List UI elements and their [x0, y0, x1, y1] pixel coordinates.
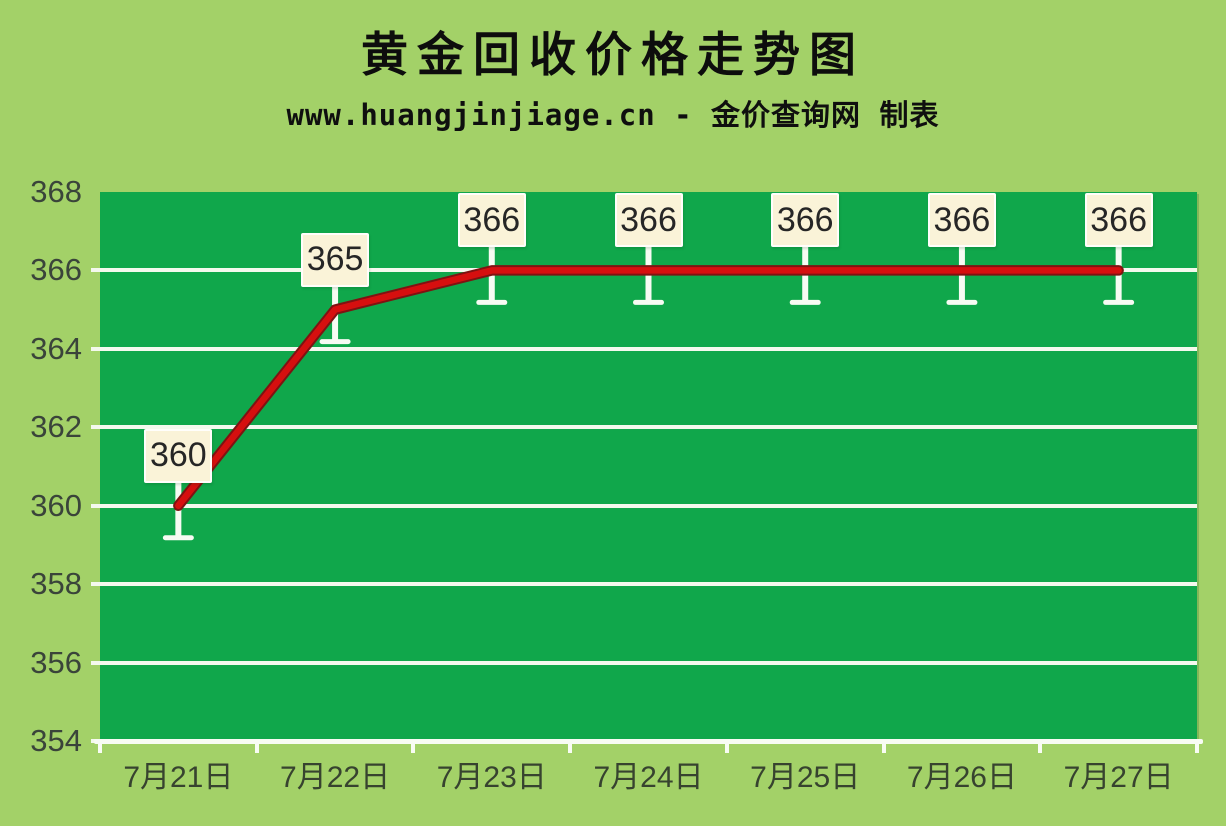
data-label-callout: 366 [614, 193, 683, 248]
gridline [100, 660, 1197, 665]
y-axis-tick-label: 364 [30, 330, 82, 366]
y-axis-tick-label: 356 [30, 644, 82, 680]
y-axis-tick [91, 582, 100, 587]
y-axis-tick-label: 358 [30, 566, 82, 602]
gridline [100, 346, 1197, 351]
chart-subtitle: www.huangjinjiage.cn - 金价查询网 制表 [286, 98, 940, 132]
x-axis-category-label: 7月24日 [593, 761, 704, 794]
x-axis-tick [724, 742, 729, 753]
x-axis-tick [1038, 742, 1043, 753]
x-axis-category-label: 7月21日 [123, 761, 234, 794]
y-axis-tick [91, 346, 100, 351]
data-label-callout: 360 [144, 428, 213, 483]
gridline [100, 503, 1197, 508]
y-axis-tick [91, 425, 100, 430]
x-axis-line [94, 739, 1203, 744]
x-axis-category-label: 7月26日 [906, 761, 1017, 794]
y-axis-tick-label: 360 [30, 487, 82, 523]
price-line-outline [173, 265, 1124, 511]
x-axis-category-label: 7月23日 [436, 761, 547, 794]
x-axis-category-label: 7月22日 [280, 761, 391, 794]
data-label-callout: 365 [301, 232, 370, 287]
data-label-callout: 366 [1084, 193, 1153, 248]
x-axis-tick [881, 742, 886, 753]
x-axis-tick [1195, 742, 1199, 753]
y-axis-tick [91, 268, 100, 273]
data-label-callout: 366 [457, 193, 526, 248]
x-axis-tick [98, 742, 102, 753]
x-axis-category-label: 7月25日 [750, 761, 861, 794]
x-axis-tick [254, 742, 259, 753]
data-label-callout: 366 [771, 193, 840, 248]
data-label-callout: 366 [927, 193, 996, 248]
x-axis-category-label: 7月27日 [1063, 761, 1174, 794]
y-axis-tick [91, 660, 100, 665]
gridline [100, 425, 1197, 430]
y-axis-tick [91, 503, 100, 508]
y-axis-tick-label: 362 [30, 409, 82, 445]
y-axis-tick-label: 366 [30, 252, 82, 288]
price-line [175, 267, 1122, 509]
y-axis-tick-label: 354 [30, 723, 82, 758]
y-axis-tick-label: 368 [30, 174, 82, 209]
x-axis-tick [568, 742, 573, 753]
x-axis-tick [411, 742, 416, 753]
chart-title: 黄金回收价格走势图 [361, 30, 865, 82]
gridline [100, 582, 1197, 587]
